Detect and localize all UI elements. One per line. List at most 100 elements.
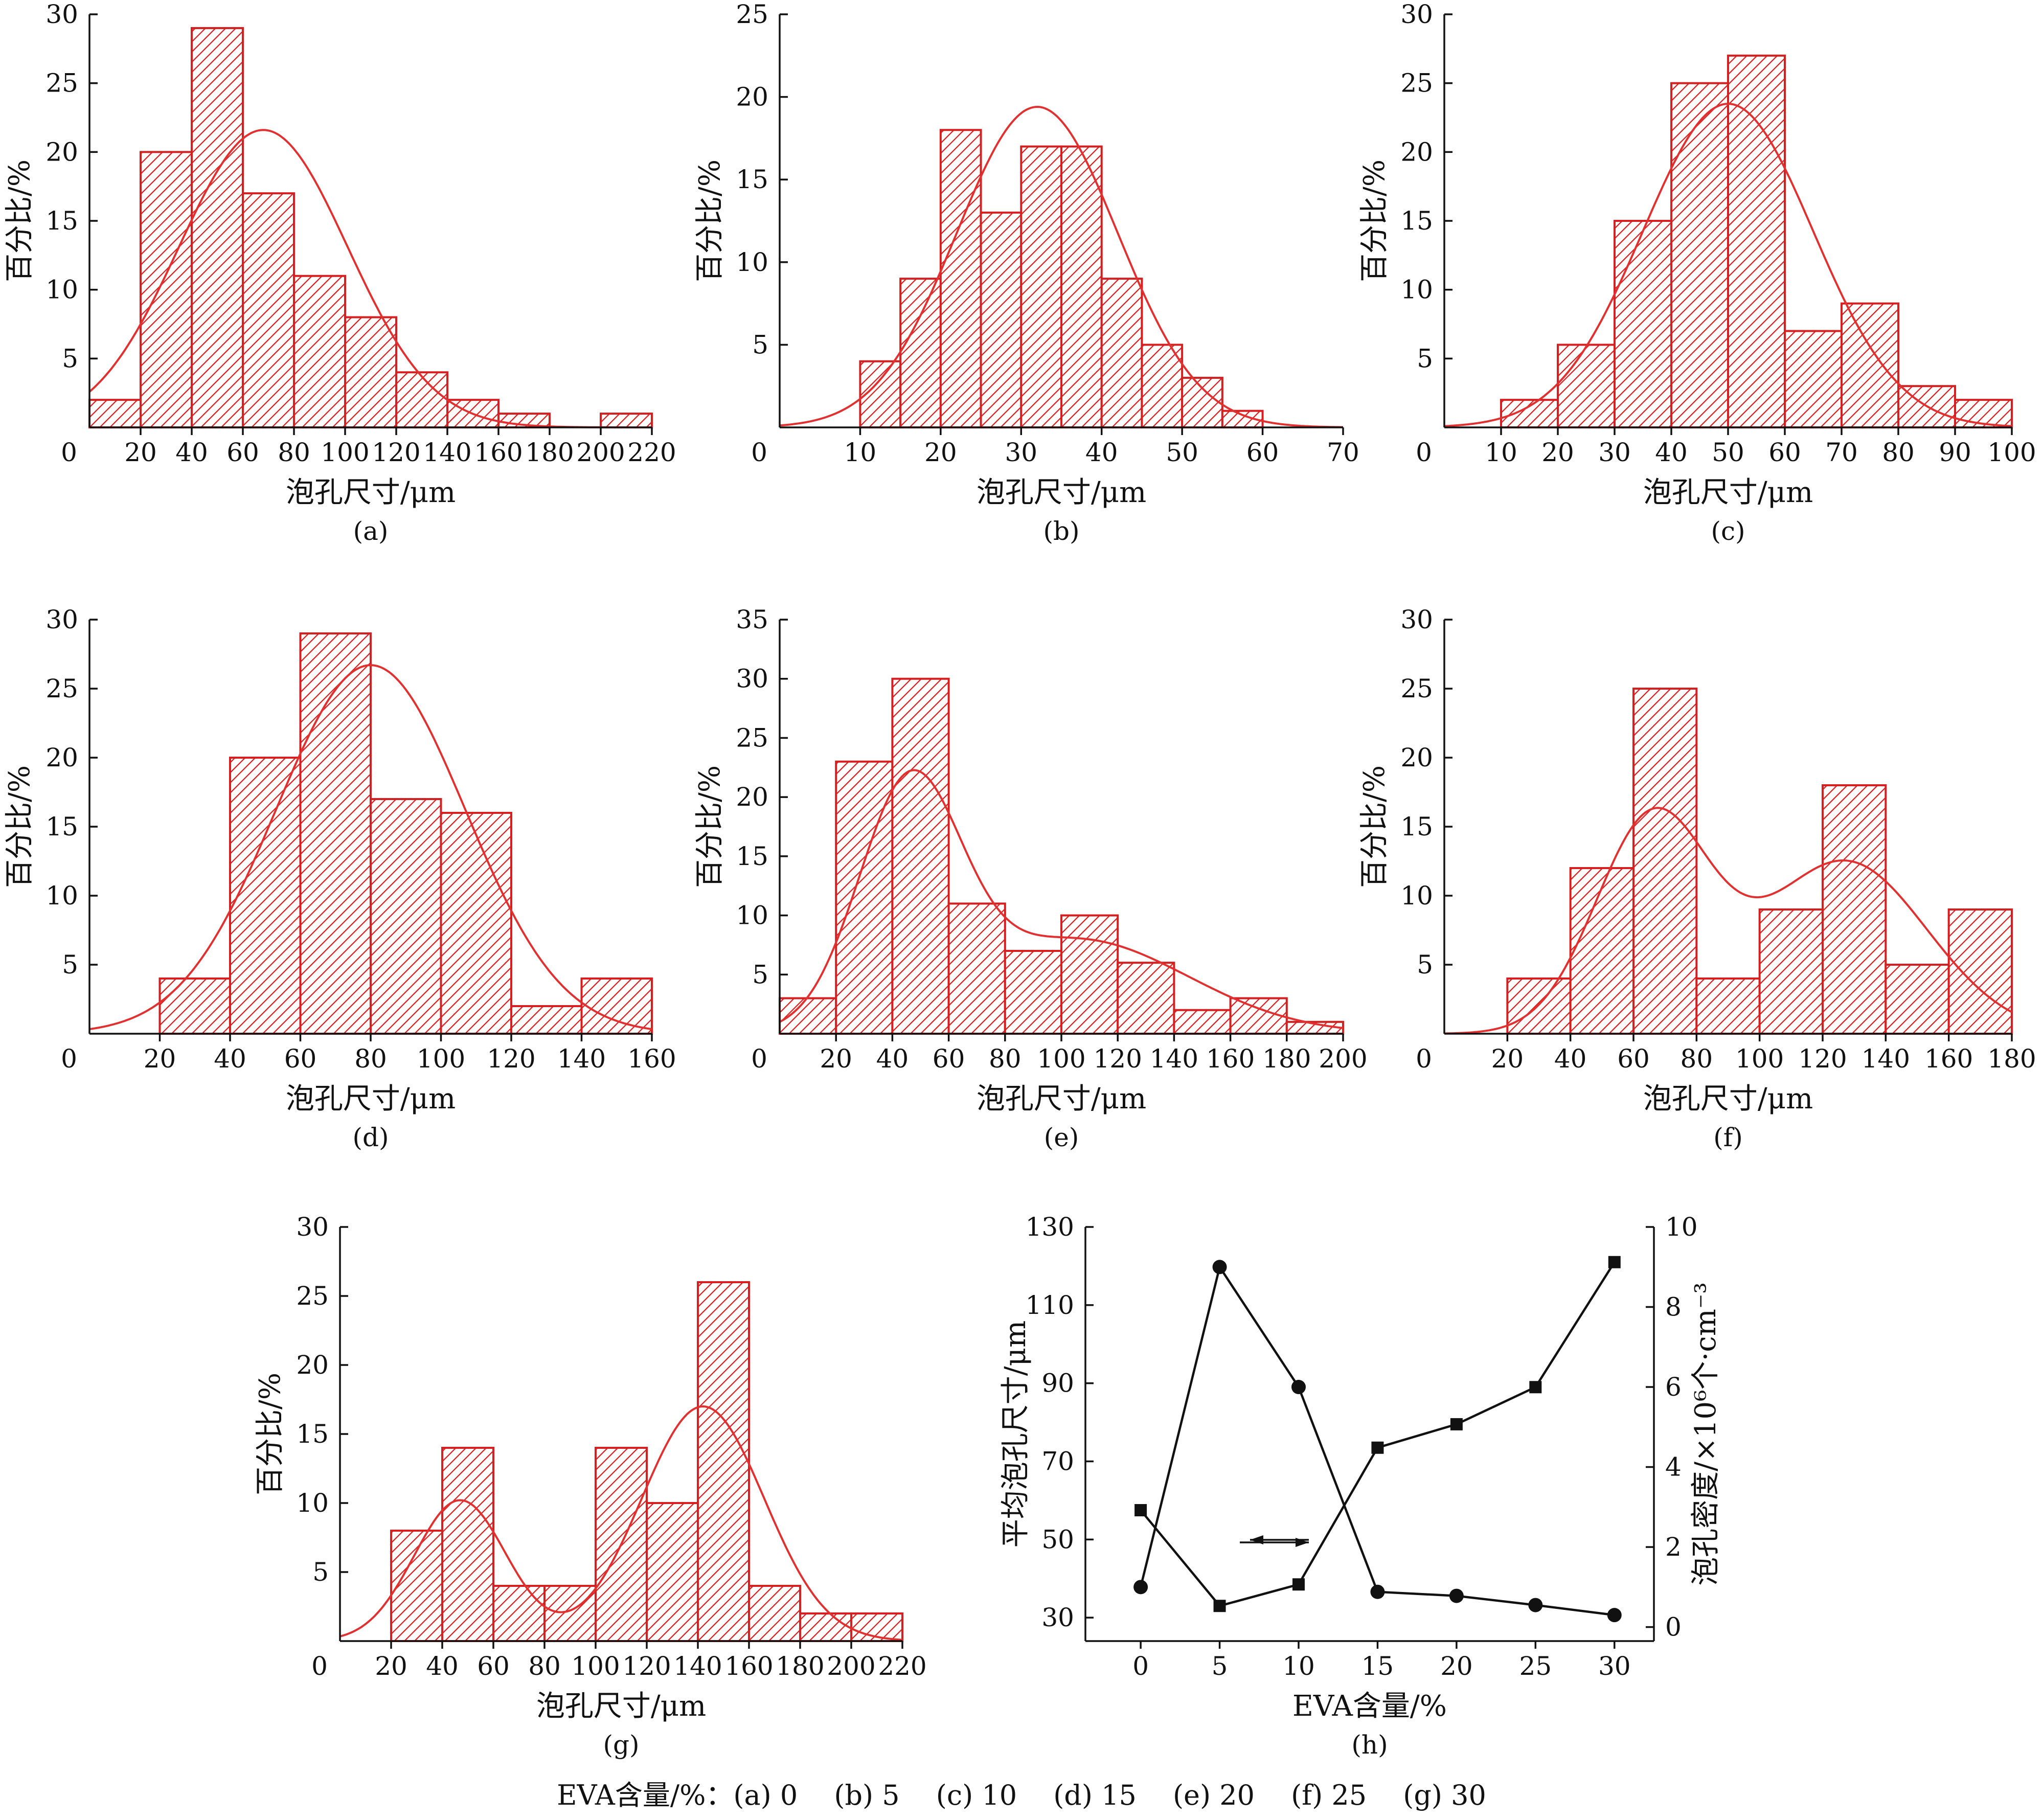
x-tick-label: 10 <box>844 438 877 467</box>
histogram-bar <box>510 1005 583 1035</box>
y-tick-label: 5 <box>752 330 768 359</box>
histogram-bar <box>980 211 1023 428</box>
y-tick-label: 5 <box>62 344 78 373</box>
x-tick-label: 80 <box>1882 438 1915 467</box>
histogram-bar <box>1784 330 1843 429</box>
x-tick-label: 60 <box>477 1651 510 1681</box>
x-tick-label: 60 <box>1617 1044 1650 1074</box>
y-tick-label: 25 <box>46 674 78 703</box>
x-tick-label: 160 <box>474 438 523 467</box>
histogram-bar <box>1100 278 1143 428</box>
panel-label: (c) <box>1711 516 1745 546</box>
panel-label: (d) <box>352 1123 389 1152</box>
histogram-bar <box>1954 399 2013 429</box>
panel-label: (f) <box>1713 1123 1743 1152</box>
histogram-bar <box>947 902 1006 1035</box>
y-tick-label: 30 <box>1400 0 1433 29</box>
histogram-bar <box>835 760 894 1035</box>
x-tick-label: 120 <box>372 438 420 467</box>
panel-label: (h) <box>1351 1730 1388 1760</box>
histogram-bar <box>646 1502 699 1642</box>
panel-label: (g) <box>603 1730 639 1760</box>
y-tick-label: 25 <box>736 0 768 29</box>
y-tick-label: 20 <box>1400 743 1433 772</box>
x-tick-label: 0 <box>751 438 767 467</box>
x-tick-label: 5 <box>1212 1651 1228 1681</box>
y-tick-label: 25 <box>296 1281 329 1311</box>
right-y-tick-label: 10 <box>1665 1212 1698 1242</box>
data-point-circle <box>1370 1584 1385 1599</box>
histogram-bar <box>1670 82 1729 428</box>
x-tick-label: 160 <box>1924 1044 1973 1074</box>
x-tick-label: 140 <box>1150 1044 1198 1074</box>
x-tick-label: 180 <box>1262 1044 1311 1074</box>
y-tick-label: 20 <box>736 82 768 112</box>
y-tick-label: 10 <box>1400 881 1433 911</box>
histogram-bar <box>1557 344 1616 429</box>
x-tick-label: 100 <box>417 1044 465 1074</box>
figure-legend: EVA含量/%：(a) 0 (b) 5 (c) 10 (d) 15 (e) 20… <box>557 1779 1486 1811</box>
histogram-panel: 5 10 15 20 25 30 0 20 40 60 80 100 120 140 160 180 泡孔尺寸/… <box>1358 605 2036 1152</box>
x-tick-label: 180 <box>525 438 574 467</box>
y-axis-label: 百分比/% <box>693 160 727 282</box>
x-tick-label: 220 <box>627 438 676 467</box>
left-y-tick-label: 70 <box>1041 1446 1074 1476</box>
y-tick-label: 25 <box>1400 69 1433 98</box>
histogram-bar <box>440 812 512 1035</box>
y-tick-label: 25 <box>46 69 78 98</box>
histogram-bar <box>543 1585 597 1642</box>
left-y-tick-label: 90 <box>1041 1369 1074 1398</box>
histogram-bar <box>390 1530 443 1642</box>
right-y-tick-label: 2 <box>1665 1532 1682 1562</box>
x-tick-label: 30 <box>1005 438 1037 467</box>
y-axis-label: 百分比/% <box>3 765 36 888</box>
histogram-bar <box>939 129 982 429</box>
x-tick-label: 0 <box>311 1651 328 1681</box>
data-point-circle <box>1291 1380 1306 1395</box>
x-tick-label: 200 <box>576 438 625 467</box>
data-point-square <box>1371 1441 1384 1454</box>
x-axis-label: 泡孔尺寸/μm <box>536 1690 706 1723</box>
y-tick-label: 10 <box>1400 275 1433 305</box>
histogram-bar <box>1060 145 1103 428</box>
right-y-tick-label: 6 <box>1665 1372 1682 1402</box>
x-tick-label: 200 <box>827 1651 875 1681</box>
x-tick-label: 60 <box>284 1044 317 1074</box>
histogram-bar <box>191 27 244 428</box>
y-tick-label: 5 <box>1417 344 1433 373</box>
x-tick-label: 20 <box>124 438 157 467</box>
right-y-tick-label: 0 <box>1665 1612 1682 1642</box>
histogram-bar <box>600 413 653 428</box>
y-axis-label: 百分比/% <box>254 1373 287 1495</box>
x-tick-label: 60 <box>1768 438 1801 467</box>
x-tick-label: 140 <box>557 1044 606 1074</box>
y-tick-label: 30 <box>296 1212 329 1242</box>
y-tick-label: 15 <box>736 841 768 871</box>
x-axis-label: 泡孔尺寸/μm <box>1643 476 1813 509</box>
x-tick-label: 60 <box>1246 438 1279 467</box>
histogram-bar <box>344 316 397 428</box>
x-tick-label: 10 <box>1485 438 1517 467</box>
y-tick-label: 20 <box>46 743 78 772</box>
x-axis-label: EVA含量/% <box>1292 1690 1447 1723</box>
histogram-bar <box>1569 867 1635 1035</box>
fit-curve <box>1444 103 2012 427</box>
histogram-bar <box>1885 964 1950 1035</box>
x-tick-label: 20 <box>1491 1044 1524 1074</box>
x-tick-label: 30 <box>1598 438 1631 467</box>
y-tick-label: 15 <box>736 165 768 194</box>
histogram-bar <box>1841 302 1899 428</box>
histogram-bar <box>1020 145 1063 428</box>
histogram-bar <box>370 798 442 1035</box>
y-tick-label: 20 <box>46 137 78 167</box>
y-tick-label: 20 <box>736 782 768 812</box>
x-tick-label: 0 <box>1132 1651 1149 1681</box>
y-tick-label: 30 <box>1400 605 1433 634</box>
x-tick-label: 15 <box>1361 1651 1394 1681</box>
histogram-bar <box>1727 54 1786 429</box>
data-point-square <box>1529 1381 1542 1394</box>
left-y-axis-label: 平均泡孔尺寸/μm <box>999 1321 1032 1548</box>
histogram-bar <box>242 192 295 428</box>
histogram-panel: 5 10 15 20 25 30 0 20 40 60 80 100 120 140 160 180 200 22… <box>254 1212 927 1760</box>
series-line <box>1139 1264 1615 1617</box>
